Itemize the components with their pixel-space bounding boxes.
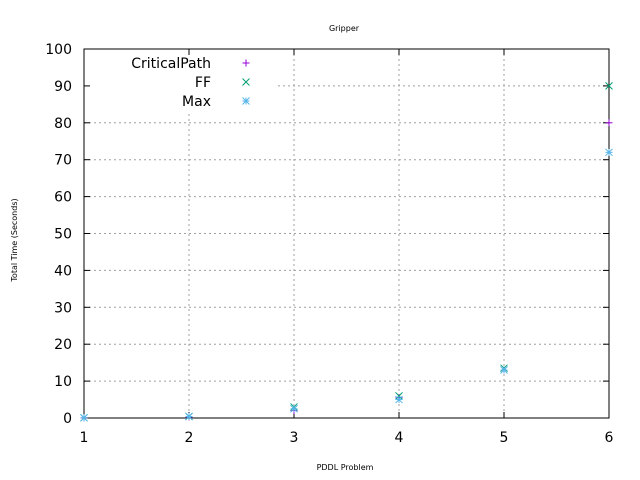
data-point-criticalpath xyxy=(605,119,613,127)
x-tick-label: 4 xyxy=(395,430,404,446)
legend: CriticalPath FF Max xyxy=(131,56,250,110)
y-tick-label: 70 xyxy=(54,153,72,169)
y-tick-label: 90 xyxy=(54,79,72,95)
data-point-max xyxy=(500,366,508,374)
y-tick-label: 30 xyxy=(54,300,72,316)
legend-marker-plus xyxy=(242,59,250,67)
legend-entry-label: FF xyxy=(195,75,211,91)
y-tick-label: 50 xyxy=(54,227,72,243)
legend-marker-cross xyxy=(242,78,250,86)
x-tick-label: 1 xyxy=(80,430,89,446)
y-tick-label: 20 xyxy=(54,337,72,353)
y-tick-label: 0 xyxy=(63,411,72,427)
y-tick-label: 100 xyxy=(45,42,72,58)
data-point-ff xyxy=(395,392,403,400)
y-tick-label: 80 xyxy=(54,116,72,132)
data-point-max xyxy=(605,148,613,157)
x-axis-label: PDDL Problem xyxy=(317,463,374,472)
x-tick-label: 6 xyxy=(605,430,614,446)
legend-marker-star xyxy=(242,97,250,105)
x-tick-label: 2 xyxy=(185,430,194,446)
y-tick-label: 60 xyxy=(54,190,72,206)
y-tick-label: 40 xyxy=(54,263,72,279)
data-point-max xyxy=(395,395,403,404)
chart-title: Gripper xyxy=(329,24,360,33)
y-axis-label: Total Time (Seconds) xyxy=(10,198,19,282)
x-tick-label: 3 xyxy=(290,430,299,446)
data-points xyxy=(80,82,613,422)
x-tick-label: 5 xyxy=(500,430,509,446)
tick-layer: 0 10 20 30 40 50 60 70 80 90 100 1 2 3 4 5 6 xyxy=(45,42,613,446)
legend-entry-label: CriticalPath xyxy=(131,56,211,72)
data-point-max xyxy=(290,404,298,413)
data-point-max xyxy=(80,413,88,422)
legend-entry-label: Max xyxy=(182,94,211,110)
data-point-ff xyxy=(605,82,613,90)
grid-layer xyxy=(84,49,609,418)
data-point-max xyxy=(185,412,193,421)
y-tick-label: 10 xyxy=(54,374,72,390)
